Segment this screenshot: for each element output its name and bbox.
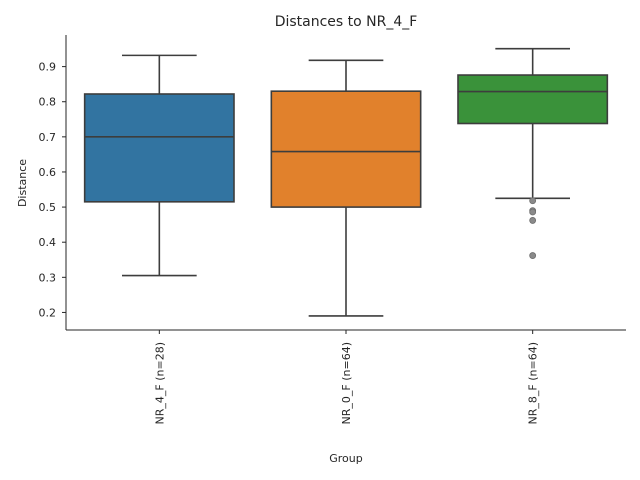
y-tick-label: 0.5 <box>39 201 57 214</box>
x-tick-label: NR_8_F (n=64) <box>527 342 540 424</box>
box-iqr <box>270 90 422 208</box>
y-tick-label: 0.9 <box>39 61 57 74</box>
x-tick-label: NR_4_F (n=28) <box>153 342 166 424</box>
y-tick-label: 0.4 <box>39 236 57 249</box>
outlier-point <box>529 197 537 205</box>
x-tick-label: NR_0_F (n=64) <box>340 342 353 424</box>
y-tick-label: 0.6 <box>39 166 57 179</box>
y-tick-label: 0.8 <box>39 96 57 109</box>
outlier-point <box>529 217 537 224</box>
outlier-point <box>529 252 537 259</box>
y-tick-label: 0.2 <box>39 306 57 319</box>
x-axis-label: Group <box>329 452 363 465</box>
outlier-point <box>529 208 537 216</box>
box-iqr <box>457 74 609 125</box>
chart-title: Distances to NR_4_F <box>275 14 418 30</box>
y-tick-label: 0.7 <box>39 131 57 144</box>
y-axis-label: Distance <box>16 159 29 207</box>
plot-area: 0.2 0.3 0.4 0.5 0.6 0.7 0.8 0.9 NR_4_F (n=28) NR_… <box>39 35 626 424</box>
box-iqr <box>83 93 235 203</box>
y-tick-label: 0.3 <box>39 271 57 284</box>
